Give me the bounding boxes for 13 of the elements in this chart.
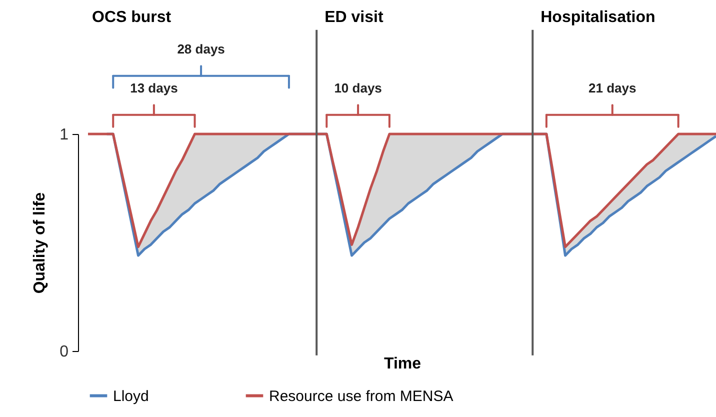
text: Hospitalisation bbox=[540, 8, 656, 26]
text: 10 days bbox=[334, 80, 382, 96]
y-tick-label: 0 bbox=[60, 344, 69, 360]
text: ED visit bbox=[324, 8, 384, 26]
legend-label: Lloyd bbox=[113, 388, 149, 405]
text: 13 days bbox=[130, 80, 178, 96]
y-tick-label: 1 bbox=[60, 126, 69, 144]
x-axis-title: Time bbox=[384, 356, 422, 372]
y-axis-title: Quality of life bbox=[32, 192, 49, 294]
text: 28 days bbox=[177, 41, 225, 56]
text: 21 days bbox=[588, 80, 636, 96]
legend-label: Resource use from MENSA bbox=[269, 388, 454, 405]
text: OCS burst bbox=[92, 8, 172, 26]
